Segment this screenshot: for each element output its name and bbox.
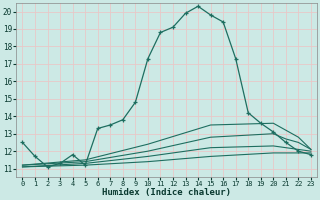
- X-axis label: Humidex (Indice chaleur): Humidex (Indice chaleur): [102, 188, 231, 197]
